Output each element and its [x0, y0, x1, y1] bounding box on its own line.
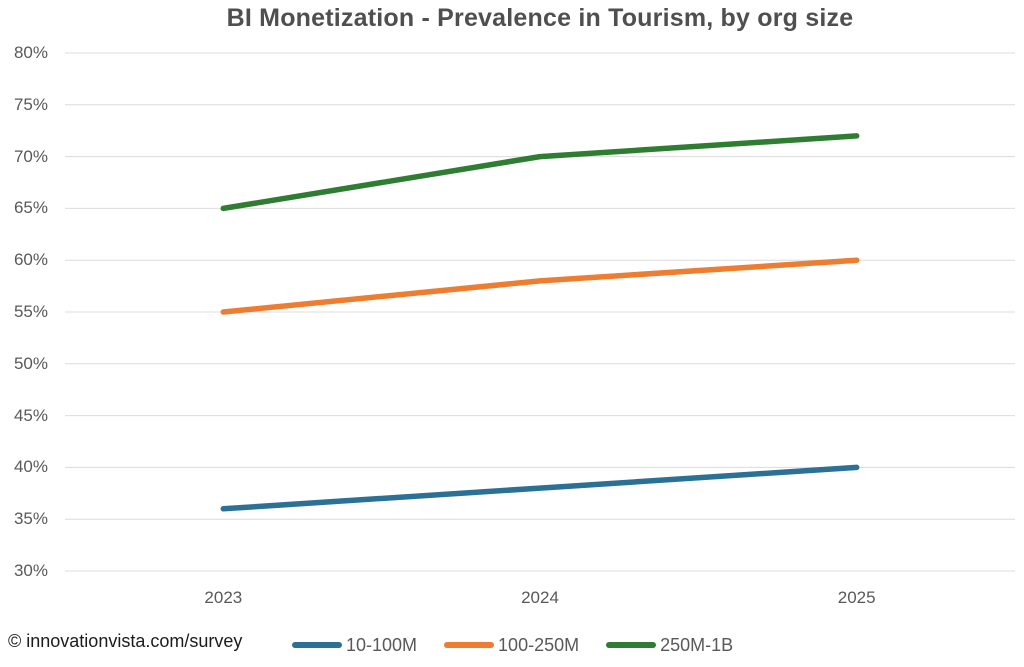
series-line-250M-1B — [220, 133, 860, 212]
chart-title: BI Monetization - Prevalence in Tourism,… — [226, 4, 854, 32]
legend-swatch-icon — [292, 642, 342, 648]
y-tick-label: 50% — [13, 353, 48, 373]
series-line-10-100M — [220, 464, 860, 512]
y-tick-label: 55% — [13, 302, 48, 321]
legend-item-10-100M: 10-100M — [292, 635, 417, 656]
legend-item-100-250M: 100-250M — [444, 635, 579, 656]
y-tick-label: 40% — [13, 457, 48, 477]
source-attribution: © innovationvista.com/survey — [8, 631, 243, 651]
y-tick-label: 60% — [13, 250, 48, 270]
y-tick-label: 75% — [13, 94, 48, 114]
x-tick-label: 2025 — [837, 588, 876, 607]
y-tick-label: 65% — [13, 198, 48, 218]
legend-item-250M-1B: 250M-1B — [606, 635, 733, 656]
legend-label: 250M-1B — [660, 634, 734, 655]
legend-swatch-icon — [444, 642, 495, 648]
series-line-100-250M — [220, 257, 860, 315]
y-tick-label: 45% — [13, 405, 48, 425]
y-tick-label: 70% — [13, 146, 48, 166]
series-lines — [220, 133, 860, 512]
x-tick-label: 2024 — [521, 588, 559, 607]
legend-swatch-icon — [606, 642, 657, 648]
x-tick-label: 2023 — [204, 588, 243, 607]
gridlines — [65, 52, 1015, 572]
y-tick-label: 35% — [13, 509, 48, 529]
legend-label: 10-100M — [346, 634, 418, 655]
y-tick-label: 30% — [13, 561, 48, 580]
legend-label: 100-250M — [498, 634, 580, 655]
y-tick-label: 80% — [13, 43, 48, 62]
chart-legend: 10-100M 100-250M 250M-1B — [292, 633, 733, 657]
